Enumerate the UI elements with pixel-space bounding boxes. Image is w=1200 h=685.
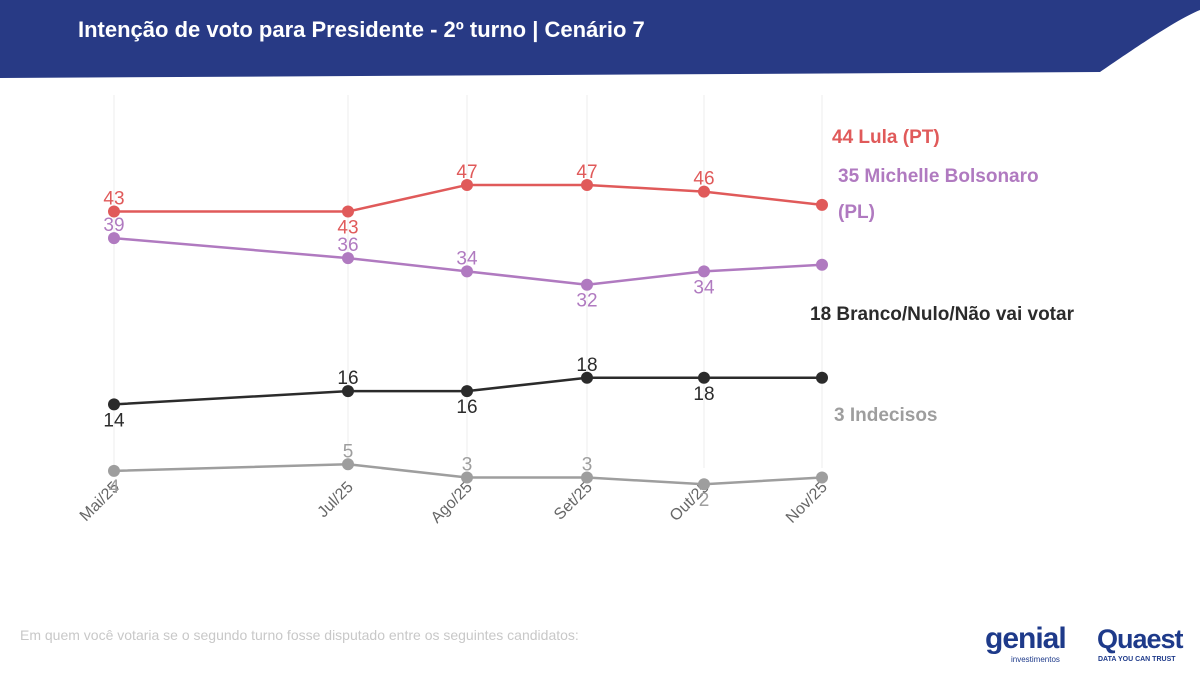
series-end-label: 3 Indecisos: [834, 405, 938, 426]
data-label: 3: [462, 455, 473, 476]
data-point: [581, 371, 593, 384]
data-label: 4: [109, 477, 120, 498]
genial-logo: genial: [985, 622, 1067, 655]
data-point: [461, 471, 473, 484]
genial-logo-sub: investimentos: [1011, 655, 1060, 664]
header-background: [0, 0, 1200, 78]
logos: genial investimentos Quaest DATA YOU CAN…: [985, 622, 1195, 672]
data-point: [108, 464, 120, 477]
data-point: [342, 205, 354, 218]
data-label: 16: [456, 397, 477, 418]
page-title: Intenção de voto para Presidente - 2º tu…: [78, 17, 645, 42]
data-label: 43: [337, 218, 358, 239]
data-label: 47: [576, 162, 597, 183]
x-tick-label: Ago/25: [428, 479, 476, 527]
series-line-0: [114, 183, 823, 213]
data-point: [108, 205, 120, 218]
series-end-label: (PL): [838, 202, 875, 223]
data-point: [461, 178, 473, 191]
x-tick-label: Nov/25: [783, 479, 831, 527]
data-point: [342, 385, 354, 398]
line-chart: Mai/25 Jul/25 Ago/25 Set/25 Out/25 Nov/254343…: [77, 95, 1075, 527]
data-label: 18: [576, 355, 597, 376]
series-end-label: 35 Michelle Bolsonaro: [838, 166, 1039, 187]
data-label: 36: [337, 235, 358, 256]
quaest-logo-sub: DATA YOU CAN TRUST: [1098, 656, 1176, 663]
data-point: [342, 252, 354, 265]
data-point: [698, 185, 710, 198]
x-tick-label: Jul/25: [315, 479, 357, 521]
series-end-label: 18 Branco/Nulo/Não vai votar: [810, 304, 1075, 325]
data-point: [342, 458, 354, 471]
data-point: [816, 471, 828, 484]
data-point: [581, 471, 593, 484]
footnote: Em quem você votaria se o segundo turno …: [20, 627, 579, 643]
x-tick-label: Set/25: [551, 479, 596, 524]
data-point: [461, 385, 473, 398]
data-label: 34: [693, 277, 715, 298]
series-end-label: 44 Lula (PT): [832, 127, 940, 148]
data-point: [816, 198, 828, 211]
data-point: [581, 178, 593, 191]
data-label: 5: [343, 441, 354, 462]
data-label: 3: [582, 455, 593, 476]
data-label: 32: [576, 291, 597, 312]
data-point: [108, 398, 120, 411]
data-label: 43: [103, 189, 124, 210]
series-line-2: [113, 376, 822, 406]
data-label: 46: [693, 169, 714, 190]
data-point: [816, 258, 828, 271]
data-label: 16: [337, 368, 358, 389]
header-banner: Intenção de voto para Presidente - 2º tu…: [0, 0, 1200, 78]
data-point: [461, 265, 473, 278]
quaest-logo: Quaest: [1097, 624, 1184, 654]
data-point: [698, 478, 710, 491]
data-point: [581, 278, 593, 291]
series-line-1: [113, 236, 823, 286]
data-label: 39: [103, 215, 124, 236]
data-label: 18: [693, 384, 714, 405]
data-label: 34: [456, 248, 478, 269]
data-point: [816, 371, 828, 384]
data-point: [108, 232, 120, 245]
data-label: 47: [456, 162, 477, 183]
data-label: 2: [699, 490, 710, 511]
series-line-3: [113, 463, 823, 486]
data-point: [698, 371, 710, 384]
data-label: 14: [103, 410, 125, 431]
data-point: [698, 265, 710, 278]
